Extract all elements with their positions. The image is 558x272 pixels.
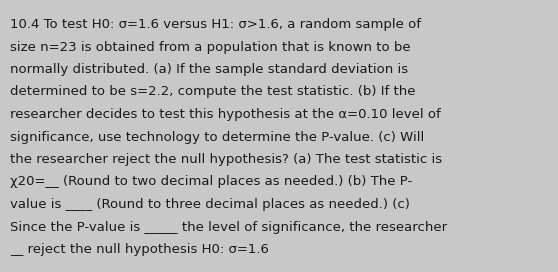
Text: __ reject the null hypothesis H0: σ=1.6: __ reject the null hypothesis H0: σ=1.6 <box>10 243 269 256</box>
Text: value is ____ (Round to three decimal places as needed.) (c): value is ____ (Round to three decimal pl… <box>10 198 410 211</box>
Text: the researcher reject the null hypothesis? (a) The test statistic is: the researcher reject the null hypothesi… <box>10 153 442 166</box>
Text: determined to be s=2.2, compute the test statistic. (b) If the: determined to be s=2.2, compute the test… <box>10 85 416 98</box>
Text: 10.4 To test H0: σ=1.6 versus H1: σ>1.6, a random sample of: 10.4 To test H0: σ=1.6 versus H1: σ>1.6,… <box>10 18 421 31</box>
Text: Since the P-value is _____ the level of significance, the researcher: Since the P-value is _____ the level of … <box>10 221 447 233</box>
Text: normally distributed. (a) If the sample standard deviation is: normally distributed. (a) If the sample … <box>10 63 408 76</box>
Text: size n=23 is obtained from a population that is known to be: size n=23 is obtained from a population … <box>10 41 411 54</box>
Text: researcher decides to test this hypothesis at the α=0.10 level of: researcher decides to test this hypothes… <box>10 108 441 121</box>
Text: χ20=__ (Round to two decimal places as needed.) (b) The P-: χ20=__ (Round to two decimal places as n… <box>10 175 412 188</box>
Text: significance, use technology to determine the P-value. (c) Will: significance, use technology to determin… <box>10 131 424 144</box>
